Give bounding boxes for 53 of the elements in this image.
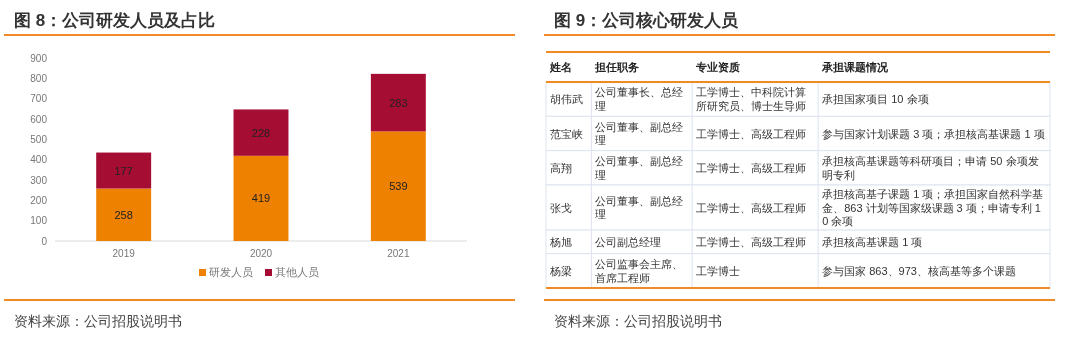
category-label: 担任职务: [594, 61, 640, 74]
x-tick-label: 2021: [387, 248, 410, 259]
legend-label: 研发人员: [209, 266, 253, 278]
text: 承担核高基子课题 1 项；承担国家自然科学基金、863 计划等国家级课题 3 项；申请专利 10 余项: [822, 188, 1044, 228]
text: 公司董事长、总经理: [595, 86, 684, 112]
y-tick-label: 700: [30, 93, 48, 105]
x-tick-label: 2019: [112, 248, 136, 259]
y-tick-label: 0: [41, 235, 48, 247]
data-label: 539: [389, 180, 408, 193]
text: 承担核高基课题等科研项目；申请 50 余项发明专利: [822, 155, 1039, 181]
text: 公司董事、副总经理: [595, 194, 684, 221]
data-label: 419: [251, 192, 271, 205]
text: 工学博士、高级工程师: [696, 127, 807, 140]
text: 参与国家 863、973、核高基等多个课题: [822, 264, 1016, 277]
text: 参与国家计划课题 3 项；承担核高基课题 1 项: [822, 127, 1045, 140]
text: 杨旭: [549, 235, 572, 248]
title: 图 8：公司研发人员及占比: [14, 11, 216, 30]
y-tick-label: 400: [30, 154, 48, 166]
legend-label: 其他人员: [275, 266, 319, 278]
y-tick-label: 600: [30, 113, 48, 125]
text: 工学博士: [696, 264, 741, 277]
y-tick-label: 100: [30, 215, 48, 227]
category-label: 专业资质: [695, 61, 741, 73]
x-tick-label: 2020: [249, 248, 273, 259]
text: 工学博士、高级工程师: [696, 235, 807, 248]
text: 公司董事、副总经理: [595, 120, 684, 147]
text: 范宝峡: [550, 127, 583, 140]
y-tick-label: 200: [30, 194, 48, 206]
text: 公司监事会主席、首席工程师: [595, 258, 684, 284]
text: 承担国家项目 10 余项: [822, 93, 929, 106]
title: 图 9：公司核心研发人员: [554, 11, 739, 30]
data-label: 228: [251, 126, 271, 139]
text: 公司副总经理: [595, 235, 662, 248]
text: 工学博士、高级工程师: [696, 201, 807, 214]
text: 张戈: [550, 201, 572, 214]
y-tick-label: 900: [30, 52, 48, 64]
data-label: 283: [389, 96, 408, 109]
text: 高翔: [550, 161, 572, 174]
data-label: 177: [114, 164, 133, 177]
annotation: 资料来源：公司招股说明书: [554, 313, 722, 329]
category-label: 姓名: [549, 61, 572, 73]
text: 工学博士、中科院计算所研究员、博士生导师: [696, 86, 807, 112]
annotation: 资料来源：公司招股说明书: [14, 313, 182, 329]
text: 公司董事、副总经理: [595, 155, 684, 181]
text: 工学博士、高级工程师: [696, 161, 807, 174]
text: 杨梁: [549, 264, 572, 277]
y-tick-label: 500: [30, 133, 48, 145]
text: 胡伟武: [550, 93, 583, 106]
y-tick-label: 800: [30, 72, 48, 84]
text: 承担核高基课题 1 项: [822, 235, 923, 248]
category-label: 承担课题情况: [821, 61, 890, 73]
data-label: 258: [114, 208, 133, 221]
y-tick-label: 300: [30, 174, 48, 186]
